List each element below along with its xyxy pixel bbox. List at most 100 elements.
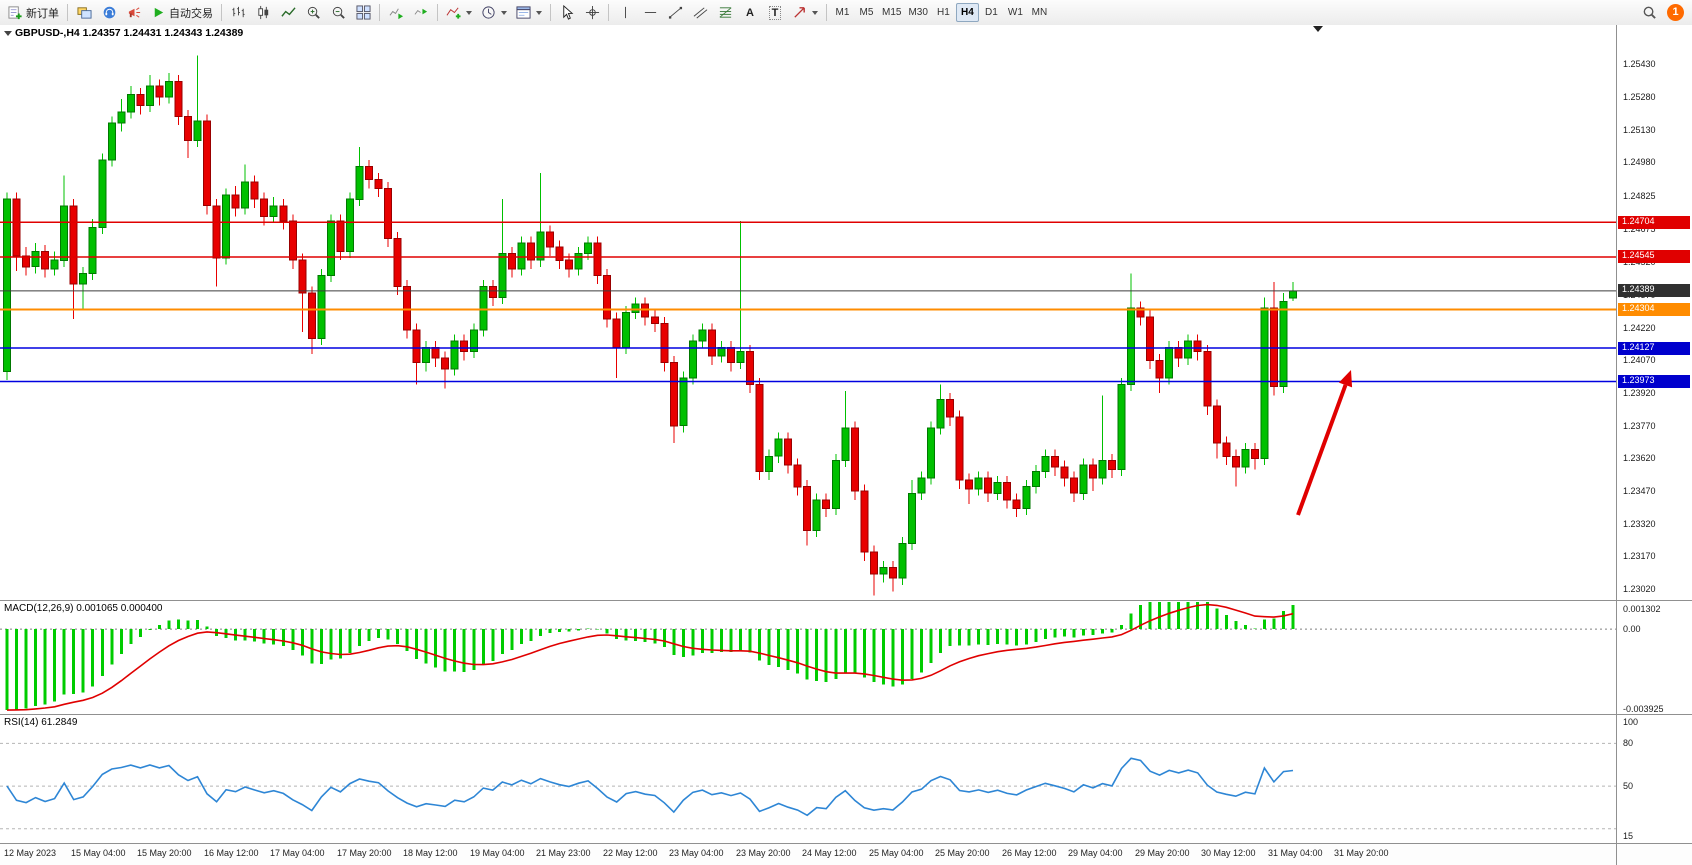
time-axis-label: 22 May 12:00	[603, 848, 658, 858]
timeframe-m1[interactable]: M1	[831, 3, 854, 22]
community-button[interactable]	[97, 2, 121, 23]
auto-trading-button[interactable]: 自动交易	[147, 2, 217, 23]
price-badge-1.24389: 1.24389	[1618, 284, 1690, 297]
time-axis-label: 30 May 12:00	[1201, 848, 1256, 858]
fibonacci-icon	[718, 5, 733, 20]
chart-shift-marker	[1313, 26, 1323, 32]
arrows-button[interactable]	[788, 2, 822, 23]
main-chart-panel[interactable]: GBPUSD-,H4 1.24357 1.24431 1.24343 1.243…	[0, 25, 1616, 600]
search-button[interactable]	[1637, 2, 1661, 23]
indicators-button[interactable]	[442, 2, 476, 23]
trend-arrow[interactable]	[1296, 370, 1353, 516]
rsi-line	[6, 757, 1294, 817]
toolbar-right: 1	[1637, 2, 1688, 23]
time-axis-label: 23 May 20:00	[736, 848, 791, 858]
zoom-in-button[interactable]	[301, 2, 325, 23]
timeframe-h4[interactable]: H4	[955, 3, 979, 22]
text-label-icon: T	[768, 5, 782, 20]
new-order-button[interactable]: 新订单	[4, 2, 63, 23]
rsi-axis: 100 80 50 15	[1617, 714, 1692, 843]
periods-button[interactable]	[477, 2, 511, 23]
timeframe-m5[interactable]: M5	[855, 3, 878, 22]
toolbar-separator	[67, 4, 68, 21]
cursor-icon	[560, 5, 575, 20]
macd-axis-label: -0.003925	[1623, 704, 1664, 714]
price-axis-label: 1.24980	[1623, 157, 1656, 167]
axis-corner	[1617, 843, 1692, 865]
clock-icon	[481, 5, 496, 20]
time-axis-label: 12 May 2023	[4, 848, 57, 858]
macd-canvas[interactable]	[0, 601, 1616, 714]
horizontal-line-icon	[643, 5, 658, 20]
time-axis-label: 24 May 12:00	[802, 848, 857, 858]
tile-windows-button[interactable]	[351, 2, 375, 23]
toolbar-separator	[826, 4, 827, 21]
rsi-canvas[interactable]	[0, 715, 1616, 843]
line-chart-button[interactable]	[276, 2, 300, 23]
price-axis-label: 1.25280	[1623, 92, 1656, 102]
zoom-in-icon	[306, 5, 321, 20]
crosshair-button[interactable]	[580, 2, 604, 23]
timeframe-mn[interactable]: MN	[1028, 3, 1051, 22]
new-order-label: 新订单	[26, 7, 59, 20]
macd-axis-label: 0.00	[1623, 624, 1641, 634]
horizontal-line-button[interactable]	[638, 2, 662, 23]
crosshair-icon	[585, 5, 600, 20]
auto-trading-icon	[151, 5, 166, 20]
timeframe-d1[interactable]: D1	[980, 3, 1003, 22]
cursor-button[interactable]	[555, 2, 579, 23]
label-button[interactable]: T	[763, 2, 787, 23]
plot-column: GBPUSD-,H4 1.24357 1.24431 1.24343 1.243…	[0, 25, 1616, 865]
toolbar-separator	[608, 4, 609, 21]
dropdown-caret-icon	[501, 10, 507, 15]
templates-button[interactable]	[512, 2, 546, 23]
time-axis[interactable]: 12 May 2023 15 May 04:00 15 May 20:00 16 Ma…	[0, 843, 1616, 865]
time-axis-label: 18 May 12:00	[403, 848, 458, 858]
timeframe-m30[interactable]: M30	[905, 3, 930, 22]
macd-axis: 0.001302 0.00 -0.003925	[1617, 600, 1692, 714]
charts-icon	[76, 5, 92, 20]
alerts-button[interactable]	[122, 2, 146, 23]
rsi-level-lines	[0, 742, 1616, 830]
time-axis-label: 17 May 20:00	[337, 848, 392, 858]
text-button[interactable]: A	[738, 2, 762, 23]
candlestick-chart-button[interactable]	[251, 2, 275, 23]
chart-shift-button[interactable]	[409, 2, 433, 23]
channel-button[interactable]	[688, 2, 712, 23]
time-axis-label: 31 May 20:00	[1334, 848, 1389, 858]
zoom-out-button[interactable]	[326, 2, 350, 23]
template-icon	[516, 5, 531, 20]
macd-signal-line	[6, 603, 1294, 711]
time-axis-label: 21 May 23:00	[536, 848, 591, 858]
price-axis-label: 1.23020	[1623, 584, 1656, 594]
megaphone-icon	[127, 5, 142, 20]
rsi-panel[interactable]: RSI(14) 61.2849	[0, 714, 1616, 843]
timeframe-h1[interactable]: H1	[932, 3, 955, 22]
price-axis-label: 1.24825	[1623, 191, 1656, 201]
macd-axis-label: 0.001302	[1623, 604, 1661, 614]
dropdown-caret-icon	[466, 10, 472, 15]
fibonacci-button[interactable]	[713, 2, 737, 23]
macd-histogram	[5, 601, 1295, 711]
timeframe-group: M1 M5 M15 M30 H1 H4 D1 W1 MN	[831, 3, 1051, 22]
trendline-button[interactable]	[663, 2, 687, 23]
price-axis-label: 1.24220	[1623, 323, 1656, 333]
auto-scroll-button[interactable]	[384, 2, 408, 23]
dropdown-caret-icon	[812, 10, 818, 15]
price-axis-column[interactable]: 1.25430 1.25280 1.25130 1.24980 1.24825 1.246…	[1616, 25, 1692, 865]
vertical-line-icon	[618, 5, 633, 20]
bar-chart-button[interactable]	[226, 2, 250, 23]
price-axis-label: 1.24675	[1623, 224, 1656, 234]
charts-button[interactable]	[72, 2, 96, 23]
notification-badge[interactable]: 1	[1667, 4, 1684, 21]
dropdown-caret-icon	[536, 10, 542, 15]
macd-panel[interactable]: MACD(12,26,9) 0.001065 0.000400	[0, 600, 1616, 714]
price-badge-1.24545: 1.24545	[1618, 250, 1690, 263]
vertical-line-button[interactable]	[613, 2, 637, 23]
price-axis-main: 1.25430 1.25280 1.25130 1.24980 1.24825 1.246…	[1617, 25, 1692, 600]
timeframe-w1[interactable]: W1	[1004, 3, 1027, 22]
timeframe-m15[interactable]: M15	[879, 3, 904, 22]
indicators-icon	[446, 5, 461, 20]
toolbar-separator	[221, 4, 222, 21]
price-chart-canvas[interactable]	[0, 25, 1616, 600]
